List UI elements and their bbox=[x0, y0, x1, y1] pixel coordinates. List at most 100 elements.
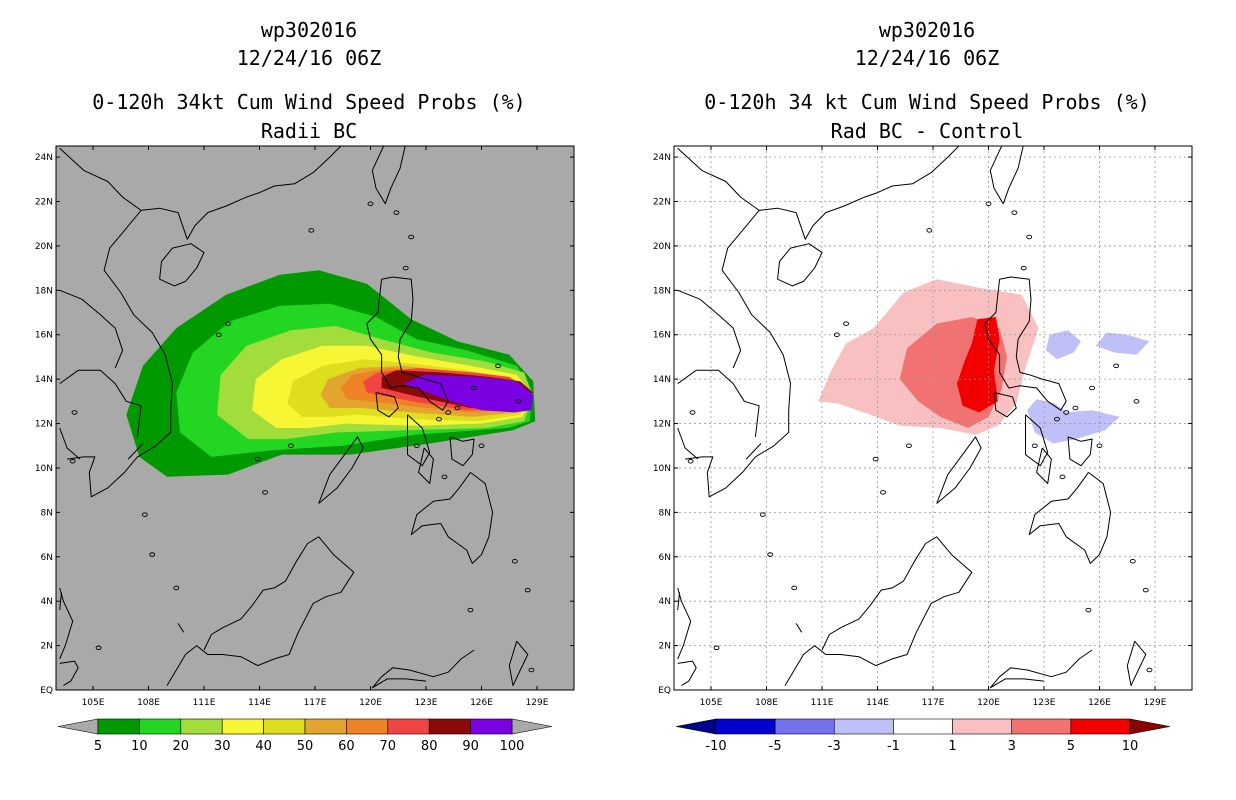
islet-15 bbox=[454, 405, 461, 411]
coastline-18 bbox=[59, 592, 62, 611]
y-tick-label-10N: 10N bbox=[653, 464, 671, 474]
islet-16 bbox=[478, 443, 485, 449]
coastline-18 bbox=[677, 592, 680, 611]
islet-20 bbox=[1129, 558, 1136, 564]
x-tick-label-108E: 108E bbox=[137, 698, 160, 708]
x-tick-label-117E: 117E bbox=[304, 698, 327, 708]
islet-14 bbox=[1059, 474, 1066, 480]
coastline-9 bbox=[984, 276, 1067, 411]
islet-17 bbox=[495, 363, 502, 369]
coastline-6 bbox=[59, 587, 74, 660]
colorbar-label-5: 5 bbox=[1067, 739, 1075, 754]
coastline-20 bbox=[508, 640, 529, 687]
islet-12 bbox=[436, 416, 442, 422]
islet-11 bbox=[1063, 410, 1070, 415]
y-tick-label-20N: 20N bbox=[35, 242, 53, 252]
coastline-5 bbox=[59, 427, 81, 460]
islet-4 bbox=[262, 490, 268, 495]
chart-title-storm-id: wp302016 bbox=[260, 18, 358, 42]
chart-title-product: 0-120h 34 kt Cum Wind Speed Probs (%) bbox=[704, 90, 1150, 114]
y-tick-label-12N: 12N bbox=[35, 420, 53, 430]
islet-7 bbox=[687, 459, 694, 464]
y-tick-label-8N: 8N bbox=[659, 508, 671, 518]
islet-10 bbox=[402, 265, 409, 271]
colorbar-swatch-3 bbox=[180, 718, 223, 735]
coastline-17 bbox=[203, 580, 286, 651]
y-tick-label-4N: 4N bbox=[659, 597, 671, 607]
chart-title-storm-id: wp302016 bbox=[878, 18, 976, 42]
colorbar-swatch-4 bbox=[893, 718, 953, 735]
colorbar-swatch-1 bbox=[97, 718, 140, 735]
chart-title-datetime: 12/24/16 06Z bbox=[236, 46, 382, 70]
coastline-8 bbox=[989, 146, 1024, 205]
islet-1 bbox=[225, 321, 232, 326]
y-tick-label-14N: 14N bbox=[653, 375, 671, 385]
coastline-9 bbox=[366, 276, 449, 411]
colorbar-label--5: -5 bbox=[769, 739, 782, 754]
y-tick-label-18N: 18N bbox=[35, 286, 53, 296]
colorbar-swatch-9 bbox=[428, 718, 471, 735]
coastlines bbox=[59, 146, 535, 689]
islet-2 bbox=[833, 332, 840, 337]
coastline-12 bbox=[1036, 447, 1052, 484]
islet-22 bbox=[467, 607, 474, 613]
coastline-2 bbox=[685, 210, 791, 498]
islet-8 bbox=[1011, 210, 1018, 215]
coastline-3 bbox=[677, 369, 760, 437]
coastline-7 bbox=[677, 660, 697, 687]
coastline-20 bbox=[1126, 640, 1147, 687]
x-tick-label-123E: 123E bbox=[415, 698, 438, 708]
islet-6 bbox=[71, 410, 78, 415]
colorbar-swatch-4 bbox=[221, 718, 264, 735]
islet-28 bbox=[367, 201, 374, 206]
coastline-21 bbox=[795, 623, 803, 633]
colorbar: -10 -5 -3 -1 1 3 5 10 bbox=[675, 718, 1171, 754]
coastline-14 bbox=[1028, 471, 1112, 564]
contour-fill-5-to-10 bbox=[957, 317, 1000, 413]
coastline-1 bbox=[159, 243, 205, 287]
islet-23 bbox=[528, 667, 535, 673]
chart-title-datetime: 12/24/16 06Z bbox=[854, 46, 1000, 70]
islet-3 bbox=[254, 456, 261, 462]
colorbar-label-70: 70 bbox=[380, 739, 397, 754]
colorbar-label-5: 5 bbox=[94, 739, 102, 754]
y-tick-label-20N: 20N bbox=[653, 242, 671, 252]
islet-25 bbox=[173, 585, 180, 591]
x-tick-label-111E: 111E bbox=[193, 698, 216, 708]
x-tick-label-129E: 129E bbox=[1144, 698, 1167, 708]
chart-subtitle: Radii BC bbox=[260, 119, 358, 143]
x-tick-label-126E: 126E bbox=[1088, 698, 1111, 708]
x-tick-label-123E: 123E bbox=[1033, 698, 1056, 708]
y-tick-label-14N: 14N bbox=[35, 375, 53, 385]
x-tick-label-105E: 105E bbox=[700, 698, 723, 708]
coastline-17 bbox=[821, 580, 904, 651]
x-tick-label-105E: 105E bbox=[82, 698, 105, 708]
islet-9 bbox=[1026, 234, 1033, 240]
islet-0 bbox=[308, 228, 315, 233]
islet-6 bbox=[689, 410, 696, 415]
y-tick-label-EQ: EQ bbox=[40, 686, 53, 696]
coastline-11 bbox=[1025, 414, 1049, 467]
right-difference-map: 105E 108E 111E 114E 117E 120E 123E 126E 129E EQ 2N… bbox=[653, 145, 1193, 754]
islet-17 bbox=[1113, 363, 1120, 369]
islet-12 bbox=[1054, 416, 1060, 422]
colorbar-label-90: 90 bbox=[462, 739, 479, 754]
y-tick-label-16N: 16N bbox=[653, 331, 671, 341]
coastline-0 bbox=[59, 146, 342, 240]
x-tick-label-126E: 126E bbox=[470, 698, 493, 708]
colorbar-label-100: 100 bbox=[500, 739, 525, 754]
y-tick-label-2N: 2N bbox=[659, 642, 671, 652]
colorbar-swatch-1 bbox=[715, 718, 776, 735]
islet-22 bbox=[1085, 607, 1092, 613]
y-tick-label-22N: 22N bbox=[35, 198, 53, 208]
coastline-13 bbox=[449, 436, 475, 467]
colorbar-swatch-2 bbox=[774, 718, 835, 735]
y-tick-label-8N: 8N bbox=[41, 508, 53, 518]
colorbar-swatch-10 bbox=[470, 718, 513, 735]
right-chart-panel: wp302016 12/24/16 06Z 0-120h 34 kt Cum W… bbox=[618, 0, 1236, 800]
contour-fill--3-to--1 bbox=[1095, 332, 1150, 355]
coastline-0 bbox=[677, 146, 960, 240]
colorbar: 5 10 20 30 40 50 60 70 80 90 100 bbox=[57, 718, 553, 754]
plot-area bbox=[674, 146, 1192, 690]
colorbar-label--1: -1 bbox=[887, 739, 900, 754]
